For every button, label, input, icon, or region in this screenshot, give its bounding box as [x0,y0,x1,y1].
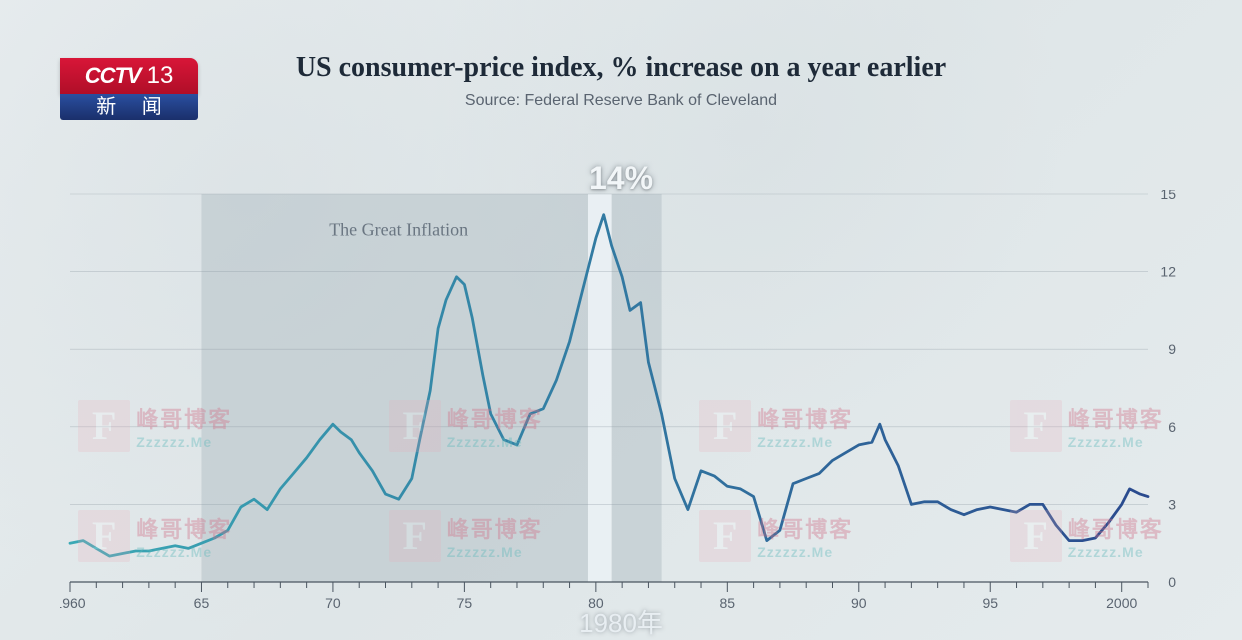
cpi-chart: The Great Inflation 0 3 6 9 12 15 1960 65 70 75 80 8… [60,190,1190,616]
svg-text:90: 90 [851,595,867,611]
svg-text:80: 80 [588,595,604,611]
svg-text:65: 65 [194,595,210,611]
broadcaster-logo: CCTV 13 新 闻 [60,58,198,120]
svg-text:15: 15 [1160,190,1176,202]
svg-text:The Great Inflation: The Great Inflation [329,219,468,239]
svg-text:85: 85 [720,595,736,611]
svg-text:12: 12 [1160,264,1176,280]
svg-text:3: 3 [1168,496,1176,512]
logo-sub: 新 闻 [60,94,198,120]
svg-text:6: 6 [1168,419,1176,435]
svg-text:0: 0 [1168,574,1176,590]
svg-text:95: 95 [982,595,998,611]
logo-top: CCTV 13 [60,58,198,94]
logo-channel: 13 [147,64,174,88]
svg-text:75: 75 [457,595,473,611]
svg-text:70: 70 [325,595,341,611]
svg-text:2000: 2000 [1106,595,1137,611]
svg-text:9: 9 [1168,341,1176,357]
svg-text:1960: 1960 [60,595,86,611]
logo-network: CCTV [85,65,141,87]
